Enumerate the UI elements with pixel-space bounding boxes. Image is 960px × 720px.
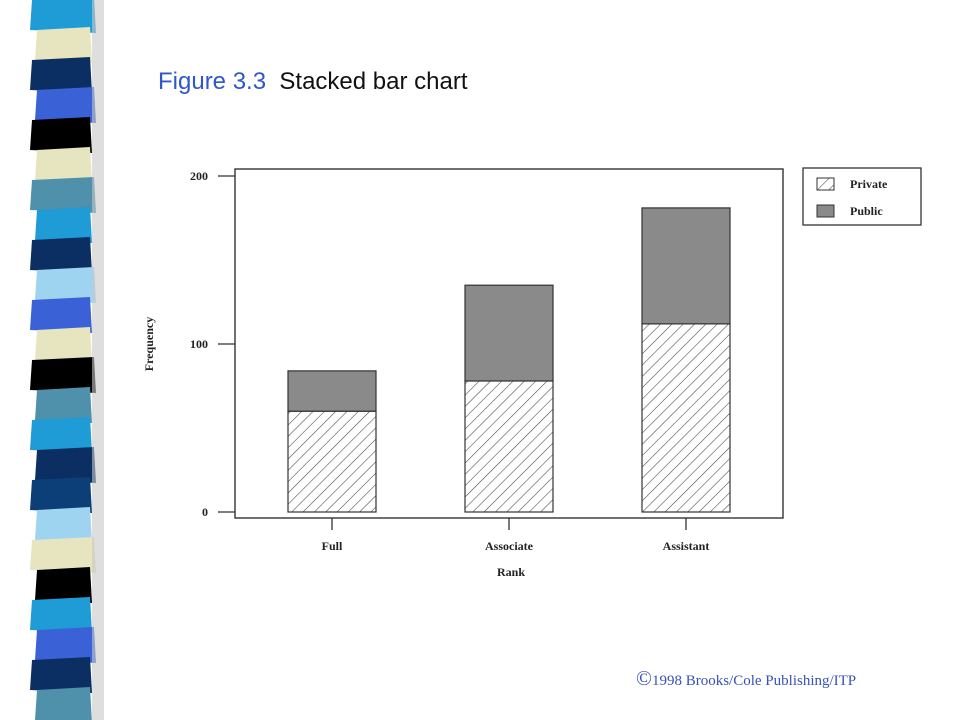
copyright-symbol: © [636,666,652,690]
legend-label-public: Public [850,204,883,218]
y-tick-label: 200 [190,169,208,183]
x-tick-label: Associate [485,539,534,553]
bar-public-associate [464,284,554,382]
bar-public-assistant [641,207,731,325]
x-tick-label: Full [322,539,343,553]
x-axis-label: Rank [497,565,525,579]
figure-number: Figure 3.3 [158,68,267,95]
bar-private-full [287,410,377,513]
x-tick-label: Assistant [663,539,710,553]
figure-caption: Stacked bar chart [279,68,468,95]
page-title: Figure 3.3 Stacked bar chart [158,68,468,96]
bar-private-assistant [641,323,731,513]
decorative-strip [30,0,104,720]
y-axis-label: Frequency [142,317,156,371]
copyright-text: 1998 Brooks/Cole Publishing/ITP [651,673,857,689]
copyright-notice: ©1998 Brooks/Cole Publishing/ITP [636,666,856,691]
legend-swatch-public [816,204,835,218]
bar-public-full [287,370,377,412]
legend-swatch-private [816,177,835,191]
legend-label-private: Private [850,177,888,191]
y-tick-label: 100 [190,337,208,351]
bar-private-associate [464,380,554,513]
y-tick-label: 0 [202,505,208,519]
